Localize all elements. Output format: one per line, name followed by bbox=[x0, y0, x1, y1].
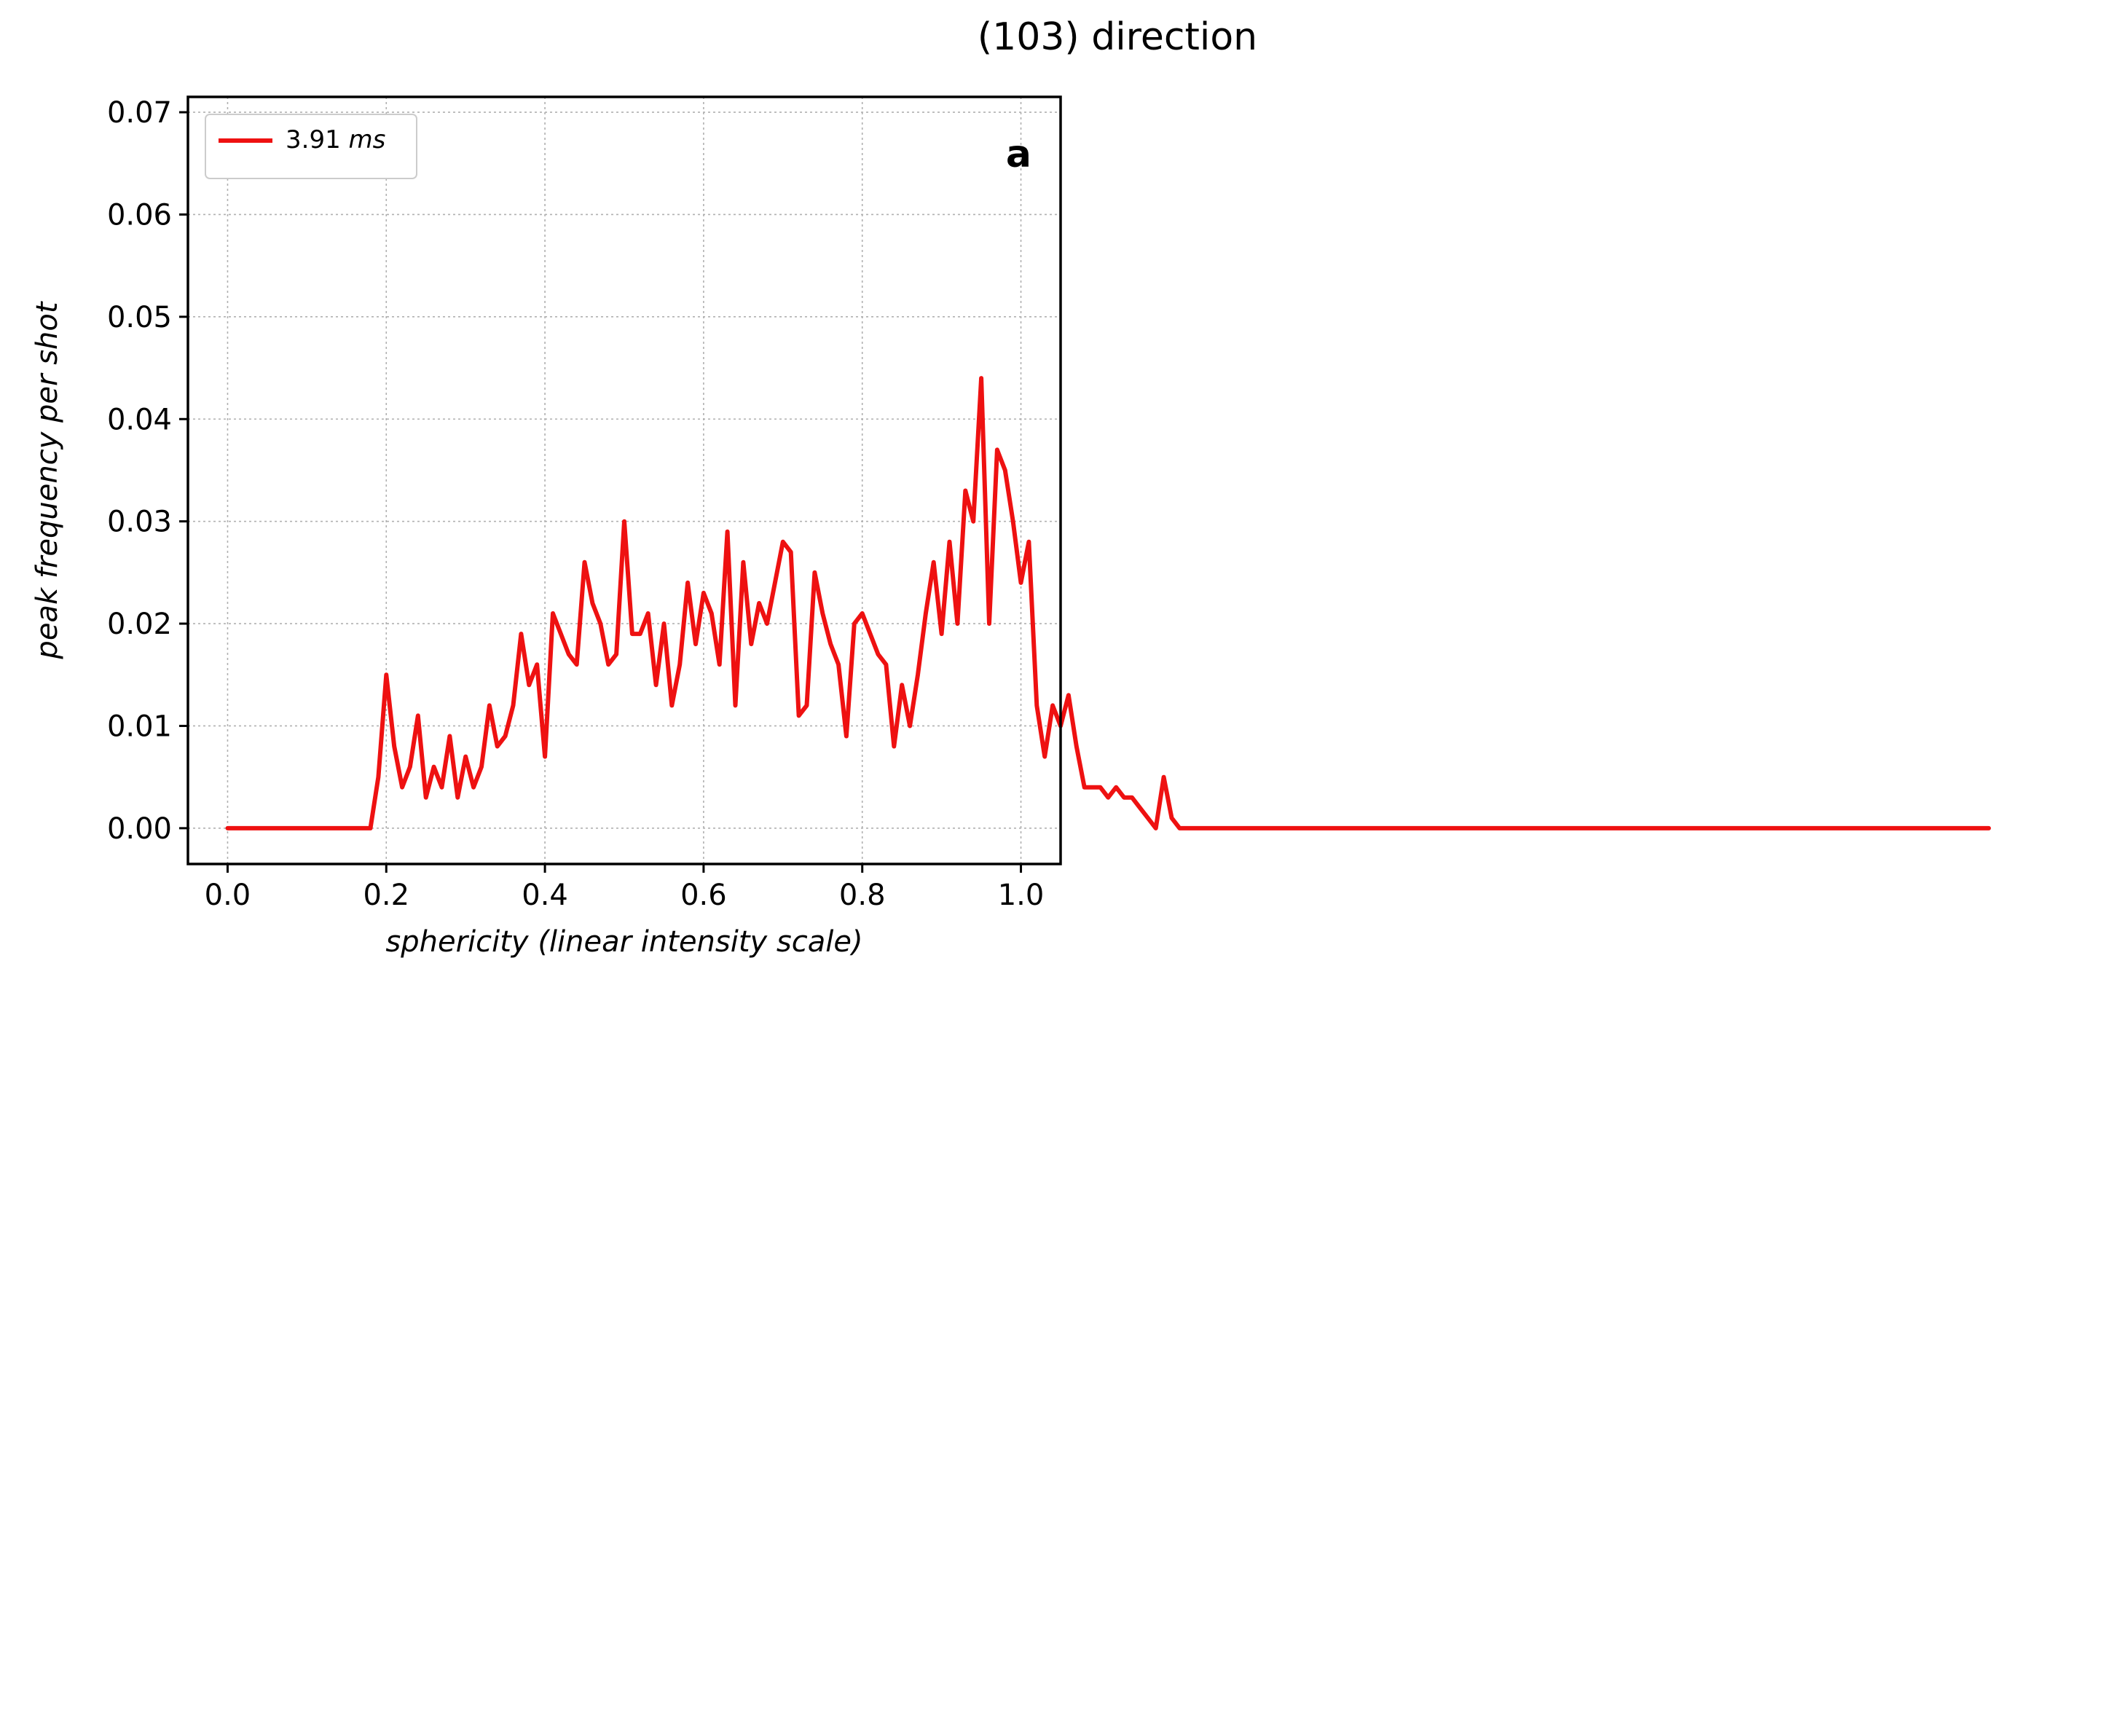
y-tick-label: 0.04 bbox=[107, 403, 172, 436]
legend: 3.91 ms bbox=[205, 114, 417, 179]
x-tick-label: 0.6 bbox=[680, 879, 727, 912]
y-tick-label: 0.07 bbox=[107, 96, 172, 130]
y-tick-label: 0.05 bbox=[107, 301, 172, 334]
figure-title: (103) direction bbox=[978, 15, 1257, 59]
legend-box bbox=[205, 114, 417, 179]
y-tick-label: 0.06 bbox=[107, 198, 172, 232]
panel-a: 0.0 0.2 0.4 0.6 0.8 1.0 0.00 0.01 0.02 0.03 0.04 0.… bbox=[31, 95, 1992, 959]
y-tick-label: 0.00 bbox=[107, 812, 172, 846]
x-tick-label: 0.8 bbox=[839, 879, 886, 912]
series-line-3.91 bbox=[225, 376, 1992, 830]
x-axis-label: sphericity (linear intensity scale) bbox=[385, 925, 862, 959]
panel-letter: a bbox=[1006, 133, 1031, 176]
y-tick-label: 0.01 bbox=[107, 710, 172, 743]
x-axis-label-part: linear bbox=[549, 925, 634, 959]
y-tick-label: 0.02 bbox=[107, 608, 172, 641]
x-tick-label: 1.0 bbox=[998, 879, 1045, 912]
x-axis-label-part: sphericity ( bbox=[385, 925, 551, 959]
x-axis-label-part: intensity scale) bbox=[632, 925, 863, 959]
y-axis-label: peak frequency per shot bbox=[31, 301, 64, 659]
axes-frame bbox=[186, 95, 1062, 865]
x-tick-label: 0.4 bbox=[522, 879, 568, 912]
x-tick-label: 0.2 bbox=[363, 879, 409, 912]
legend-value: 3.91 bbox=[286, 125, 349, 154]
x-tick-label: 0.0 bbox=[205, 879, 251, 912]
legend-label: 3.91 ms bbox=[286, 125, 385, 154]
legend-unit: ms bbox=[349, 125, 386, 154]
y-tick-label: 0.03 bbox=[107, 506, 172, 539]
